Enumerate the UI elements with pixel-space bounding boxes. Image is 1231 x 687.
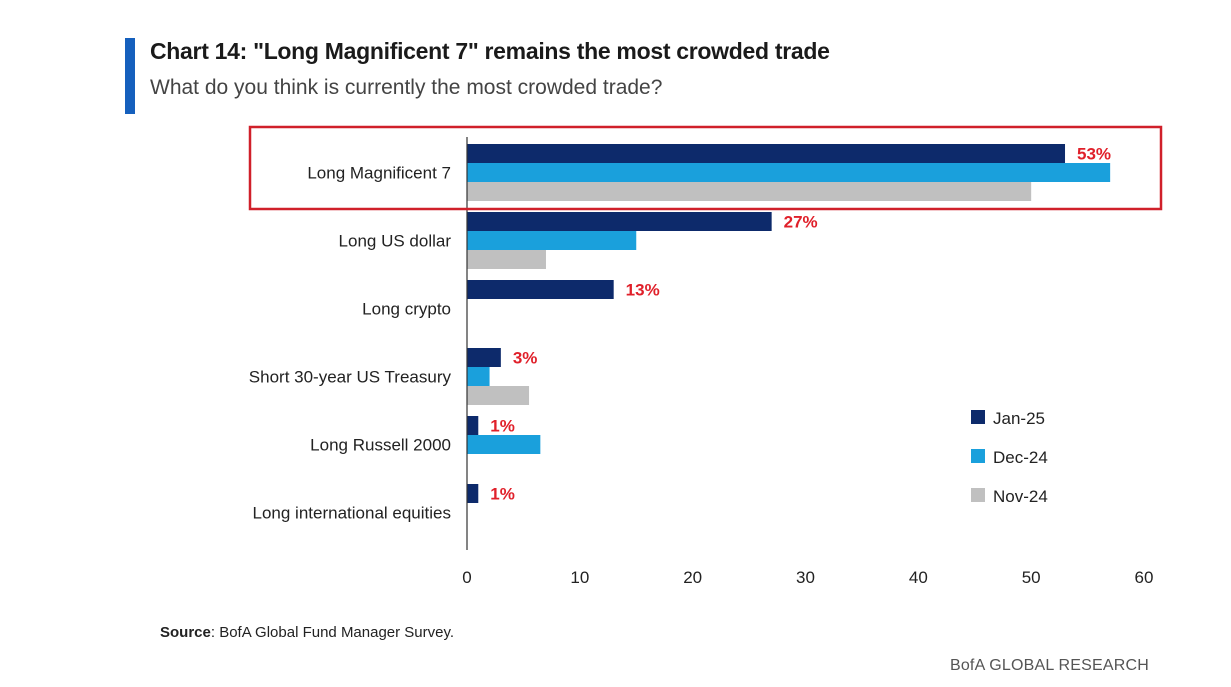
- x-tick-label: 50: [1022, 568, 1041, 587]
- data-label: 1%: [490, 485, 515, 504]
- bar-jan-25-short-30-year-us-treasury: [467, 348, 501, 367]
- chart-subtitle: What do you think is currently the most …: [150, 76, 663, 99]
- source-label: Source: [160, 624, 211, 641]
- legend-swatch-dec-24: [971, 449, 985, 463]
- legend-swatch-nov-24: [971, 488, 985, 502]
- x-tick-label: 10: [570, 568, 589, 587]
- category-label: Long Magnificent 7: [307, 164, 451, 183]
- source-text: : BofA Global Fund Manager Survey.: [210, 624, 455, 641]
- x-tick-label: 0: [462, 568, 471, 587]
- bar-dec-24-long-magnificent-7: [467, 163, 1111, 182]
- bar-nov-24-short-30-year-us-treasury: [467, 386, 530, 405]
- x-tick-label: 30: [796, 568, 815, 587]
- legend-label: Nov-24: [993, 487, 1048, 506]
- highlight-box: [248, 125, 1163, 211]
- chart-title: Chart 14: "Long Magnificent 7" remains t…: [150, 38, 830, 64]
- legend-label: Jan-25: [993, 409, 1045, 428]
- bar-nov-24-long-us-dollar: [467, 250, 546, 269]
- category-label: Long crypto: [362, 300, 451, 319]
- title-accent-bar: [125, 38, 135, 114]
- legend-label: Dec-24: [993, 448, 1048, 467]
- legend-swatch-jan-25: [971, 410, 985, 424]
- category-label: Short 30-year US Treasury: [249, 368, 452, 387]
- brand-footer: BofA GLOBAL RESEARCH: [949, 657, 1149, 674]
- bar-dec-24-long-russell-2000: [467, 435, 541, 454]
- category-label: Long Russell 2000: [310, 436, 451, 455]
- bar-jan-25-long-russell-2000: [467, 416, 479, 435]
- data-label: 3%: [513, 349, 538, 368]
- bar-nov-24-long-magnificent-7: [467, 182, 1032, 201]
- data-label: 1%: [490, 417, 515, 436]
- category-label: Long US dollar: [339, 232, 452, 251]
- bar-dec-24-short-30-year-us-treasury: [467, 367, 490, 386]
- bar-jan-25-long-international-equities: [467, 484, 479, 503]
- source-note: Source: BofA Global Fund Manager Survey.: [160, 624, 454, 641]
- x-tick-label: 60: [1135, 568, 1154, 587]
- bar-jan-25-long-crypto: [467, 280, 614, 299]
- data-label: 27%: [784, 213, 818, 232]
- data-label: 13%: [626, 281, 660, 300]
- data-label: 53%: [1077, 145, 1111, 164]
- category-label: Long international equities: [253, 504, 451, 523]
- x-tick-label: 40: [909, 568, 928, 587]
- bar-jan-25-long-magnificent-7: [467, 144, 1066, 163]
- bar-dec-24-long-us-dollar: [467, 231, 637, 250]
- bar-jan-25-long-us-dollar: [467, 212, 772, 231]
- x-tick-label: 20: [683, 568, 702, 587]
